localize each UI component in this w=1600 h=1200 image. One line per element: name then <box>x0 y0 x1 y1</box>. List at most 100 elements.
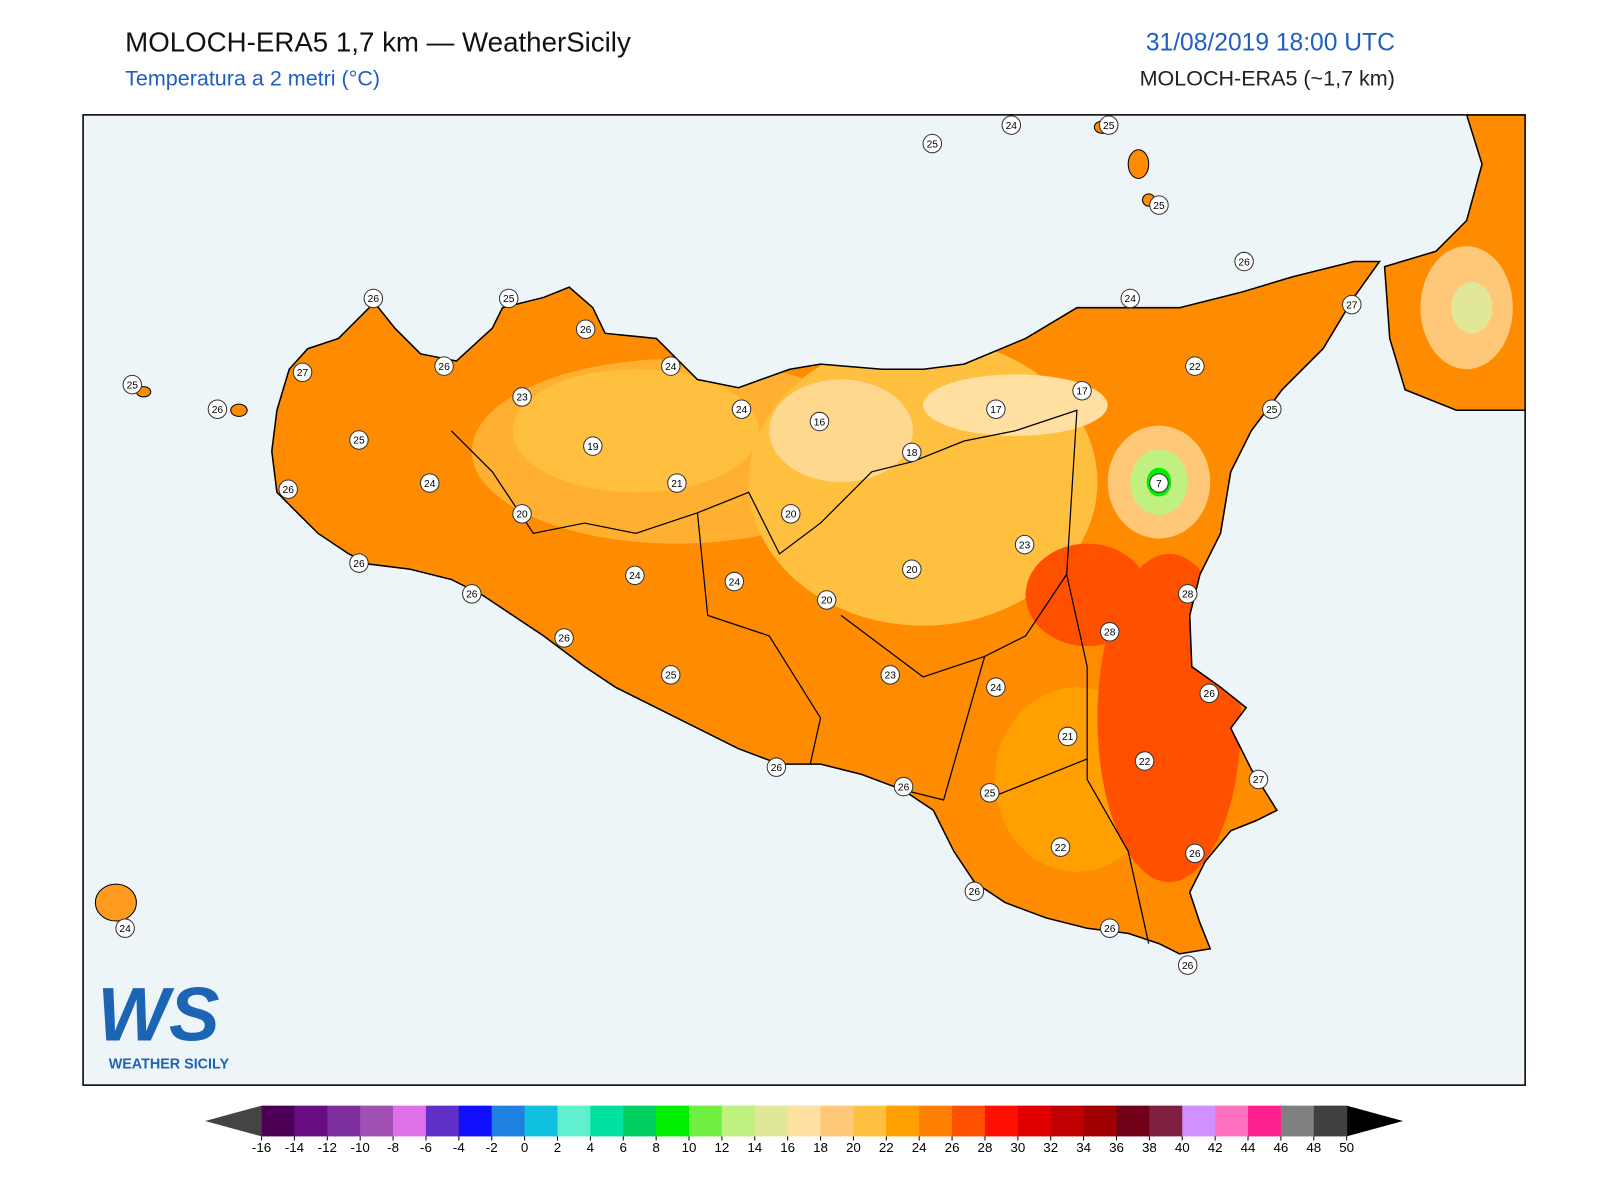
tick-label: 8 <box>652 1140 659 1155</box>
station-value: 20 <box>906 565 918 576</box>
color-segment <box>1248 1105 1282 1137</box>
tick-label: 42 <box>1208 1140 1223 1155</box>
title: MOLOCH-ERA5 1,7 km — WeatherSicily <box>125 26 631 57</box>
tick-label: 26 <box>945 1140 960 1155</box>
station-marker <box>1120 288 1140 309</box>
station-marker <box>1072 381 1092 401</box>
tick-label: -14 <box>285 1140 305 1155</box>
station-value: 26 <box>283 485 295 496</box>
station-value: 28 <box>1182 590 1194 601</box>
color-segment <box>1149 1105 1183 1137</box>
station-value: 25 <box>1103 121 1115 132</box>
color-segment <box>1017 1105 1052 1137</box>
station-value: 26 <box>1189 849 1201 860</box>
color-segment <box>952 1105 986 1137</box>
station-marker <box>349 430 369 450</box>
station-value: 26 <box>1204 689 1216 700</box>
tick-label: 46 <box>1273 1140 1288 1155</box>
station-value: 28 <box>1104 628 1116 639</box>
station-marker <box>1185 843 1205 864</box>
station-value: 26 <box>466 590 478 601</box>
station-value: 24 <box>1006 121 1018 132</box>
color-segment <box>656 1105 690 1137</box>
station-value: 18 <box>906 448 918 459</box>
station-marker <box>1099 918 1120 938</box>
station-marker <box>349 553 369 573</box>
station-value: 17 <box>990 405 1002 416</box>
color-segment <box>590 1105 624 1137</box>
station-marker <box>1177 584 1198 604</box>
tick-label: -10 <box>351 1140 370 1155</box>
tick-label: 14 <box>747 1140 762 1155</box>
color-segment <box>524 1105 558 1137</box>
color-segment <box>261 1105 295 1137</box>
color-segment <box>754 1105 789 1137</box>
color-segment <box>1116 1105 1150 1137</box>
station-marker <box>661 356 681 376</box>
station-value: 24 <box>665 362 677 373</box>
tick-label: 30 <box>1010 1140 1025 1155</box>
station-marker <box>1057 726 1078 747</box>
station-value: 21 <box>1062 732 1074 743</box>
color-segment <box>1313 1105 1348 1137</box>
station-value: 20 <box>821 596 833 607</box>
tick-label: 24 <box>912 1140 927 1155</box>
tick-label: -16 <box>252 1140 271 1155</box>
station-value: 26 <box>368 294 380 305</box>
station-value: 26 <box>1104 924 1116 935</box>
station-marker <box>420 473 440 493</box>
station-marker <box>625 565 645 586</box>
tick-label: -8 <box>387 1140 399 1155</box>
station-marker <box>462 584 482 604</box>
tick-label: 22 <box>879 1140 894 1155</box>
station-marker <box>363 288 384 309</box>
station-value: 17 <box>1076 386 1088 397</box>
logo: WS <box>97 973 219 1058</box>
station-value: 25 <box>503 294 515 305</box>
station-value: 19 <box>587 442 599 453</box>
station-marker <box>1262 399 1282 419</box>
station-marker <box>498 288 519 309</box>
station-marker <box>1149 473 1169 493</box>
station-marker <box>1248 769 1269 790</box>
color-segment <box>689 1105 723 1137</box>
station-marker <box>512 504 532 524</box>
tick-label: -4 <box>453 1140 465 1155</box>
color-segment <box>984 1105 1019 1137</box>
station-value: 26 <box>212 405 224 416</box>
station-value: 23 <box>885 671 897 682</box>
station-value: 26 <box>969 887 981 898</box>
tick-label: 0 <box>521 1140 528 1155</box>
station-marker <box>893 776 914 797</box>
station-value: 27 <box>1253 775 1265 786</box>
station-value: 26 <box>898 782 910 793</box>
station-marker <box>809 411 830 432</box>
model: MOLOCH-ERA5 (~1,7 km) <box>1140 67 1395 91</box>
station-value: 26 <box>353 559 365 570</box>
station-value: 24 <box>1125 294 1137 305</box>
station-marker <box>766 757 787 777</box>
station-marker <box>292 362 313 383</box>
tick-label: 40 <box>1175 1140 1190 1155</box>
subtitle: Temperatura a 2 metri (°C) <box>125 67 380 91</box>
station-value: 22 <box>1055 843 1067 854</box>
station-marker <box>781 504 801 524</box>
color-segment <box>425 1105 460 1137</box>
tick-label: 4 <box>587 1140 595 1155</box>
color-segment <box>393 1105 427 1137</box>
station-marker <box>278 479 298 499</box>
station-marker <box>115 918 135 938</box>
color-segment <box>557 1105 591 1137</box>
station-marker <box>1185 356 1205 376</box>
station-value: 25 <box>1153 201 1165 212</box>
station-marker <box>207 399 228 419</box>
station-marker <box>575 319 596 339</box>
station-value: 22 <box>1189 362 1201 373</box>
color-segment <box>886 1105 920 1137</box>
station-value: 23 <box>516 393 528 404</box>
station-value: 25 <box>927 139 939 150</box>
station-marker <box>902 559 922 579</box>
color-segment <box>820 1105 854 1137</box>
station-value: 24 <box>729 577 741 588</box>
